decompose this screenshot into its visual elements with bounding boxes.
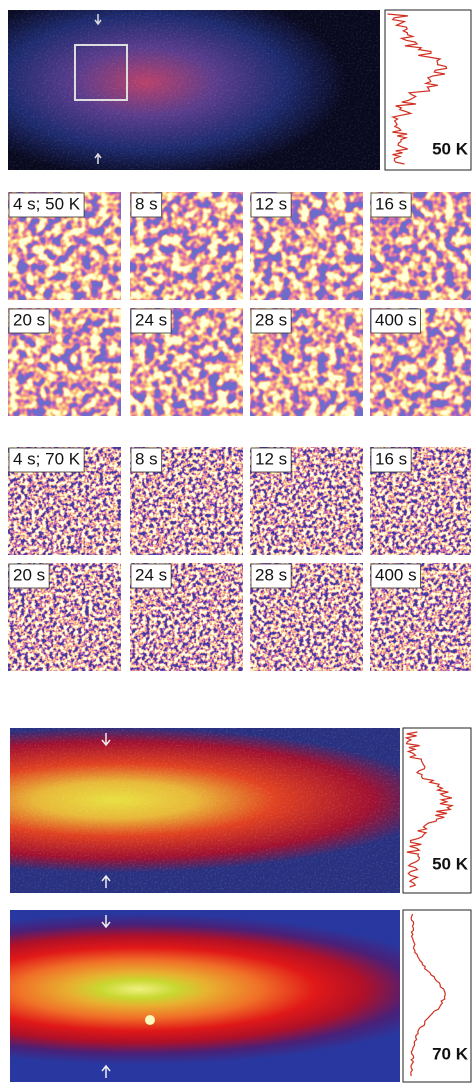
frame-label: 4 s; 70 K <box>13 449 81 468</box>
frame-label: 8 s <box>135 449 158 468</box>
temperature-label: 50 K <box>432 854 469 873</box>
frame-label: 16 s <box>375 449 407 468</box>
frame-label: 28 s <box>255 565 287 584</box>
temperature-label: 50 K <box>432 139 469 158</box>
frame-label: 12 s <box>255 449 287 468</box>
frame-label: 4 s; 50 K <box>13 194 81 213</box>
frame-label: 400 s <box>375 565 417 584</box>
image-noise <box>8 10 380 170</box>
hotspot <box>145 1015 155 1025</box>
frame-label: 20 s <box>13 310 45 329</box>
frame-label: 28 s <box>255 310 287 329</box>
frame-label: 24 s <box>135 310 167 329</box>
frame-label: 8 s <box>135 194 158 213</box>
temperature-label: 70 K <box>432 1044 469 1063</box>
frame-label: 400 s <box>375 310 417 329</box>
frame-label: 16 s <box>375 194 407 213</box>
frame-label: 24 s <box>135 565 167 584</box>
image-noise <box>10 728 400 893</box>
figure: 50 K 50 K 70 K 4 s; 50 K 8 s 12 s 16 s 20 s 2… <box>0 0 473 1086</box>
image-panel <box>10 910 400 1082</box>
frame-label: 12 s <box>255 194 287 213</box>
frame-label: 20 s <box>13 565 45 584</box>
